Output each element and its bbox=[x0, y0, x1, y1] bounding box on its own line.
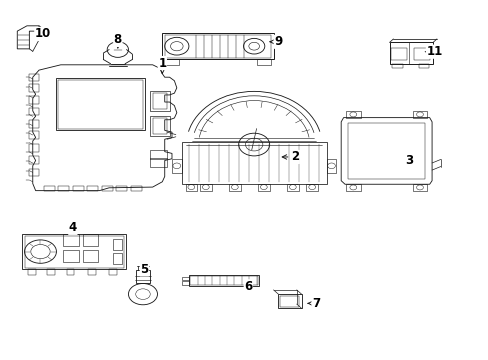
Bar bbox=[228, 184, 240, 191]
Bar bbox=[278, 294, 301, 308]
Text: 4: 4 bbox=[69, 221, 77, 234]
Bar bbox=[152, 93, 167, 109]
Text: 2: 2 bbox=[282, 150, 299, 163]
Text: 5: 5 bbox=[140, 263, 148, 276]
Bar bbox=[389, 42, 432, 64]
Text: 6: 6 bbox=[244, 280, 252, 293]
Text: 11: 11 bbox=[425, 45, 442, 58]
Bar bbox=[63, 250, 79, 262]
Bar bbox=[44, 186, 54, 192]
Bar bbox=[28, 269, 36, 275]
Text: 1: 1 bbox=[158, 57, 166, 73]
Bar bbox=[29, 96, 39, 104]
Bar bbox=[73, 186, 83, 192]
Bar bbox=[29, 131, 39, 139]
Bar bbox=[29, 108, 39, 116]
Text: 8: 8 bbox=[114, 33, 122, 48]
Bar bbox=[172, 159, 181, 173]
Bar bbox=[150, 116, 169, 136]
Bar bbox=[116, 186, 127, 192]
Bar bbox=[29, 168, 39, 176]
Bar bbox=[164, 59, 179, 65]
Bar bbox=[136, 270, 149, 283]
Bar bbox=[88, 269, 96, 275]
Bar bbox=[58, 186, 69, 192]
Bar bbox=[326, 159, 336, 173]
Bar bbox=[412, 184, 427, 191]
Bar bbox=[185, 184, 197, 191]
Bar bbox=[280, 296, 298, 307]
Bar bbox=[112, 253, 122, 264]
Bar bbox=[150, 150, 167, 159]
Bar bbox=[87, 186, 98, 192]
Bar bbox=[286, 184, 298, 191]
Bar bbox=[346, 184, 360, 191]
Text: 3: 3 bbox=[404, 154, 412, 167]
Bar bbox=[391, 48, 407, 60]
Bar bbox=[56, 78, 145, 130]
Bar bbox=[24, 236, 123, 267]
Bar bbox=[29, 144, 39, 152]
Bar bbox=[412, 111, 427, 118]
Bar bbox=[181, 143, 326, 184]
Bar bbox=[391, 64, 402, 68]
Bar bbox=[82, 234, 98, 246]
Bar bbox=[22, 234, 126, 269]
Bar bbox=[190, 276, 257, 285]
Bar bbox=[164, 35, 270, 58]
Bar bbox=[200, 184, 211, 191]
Bar bbox=[162, 33, 273, 59]
Bar bbox=[29, 156, 39, 164]
Bar bbox=[131, 186, 141, 192]
Bar bbox=[58, 80, 142, 129]
Bar bbox=[306, 184, 317, 191]
Text: 7: 7 bbox=[307, 297, 320, 310]
Bar bbox=[413, 48, 429, 60]
Bar bbox=[109, 269, 117, 275]
Bar bbox=[66, 269, 74, 275]
Text: 9: 9 bbox=[269, 35, 282, 48]
Bar bbox=[29, 120, 39, 127]
Bar bbox=[82, 250, 98, 262]
Bar bbox=[258, 184, 269, 191]
Bar bbox=[112, 239, 122, 250]
Bar bbox=[150, 158, 167, 167]
Bar bbox=[188, 275, 259, 286]
Bar bbox=[181, 277, 188, 280]
Bar bbox=[102, 186, 112, 192]
Bar bbox=[29, 84, 39, 92]
Bar bbox=[63, 234, 79, 246]
Bar bbox=[47, 269, 55, 275]
Bar bbox=[152, 118, 167, 134]
Bar bbox=[181, 282, 188, 285]
Bar bbox=[29, 74, 39, 81]
Bar bbox=[418, 64, 428, 68]
Bar bbox=[346, 111, 360, 118]
Bar bbox=[256, 59, 270, 65]
Bar bbox=[150, 91, 169, 111]
Text: 10: 10 bbox=[35, 27, 51, 40]
Bar bbox=[348, 123, 424, 179]
